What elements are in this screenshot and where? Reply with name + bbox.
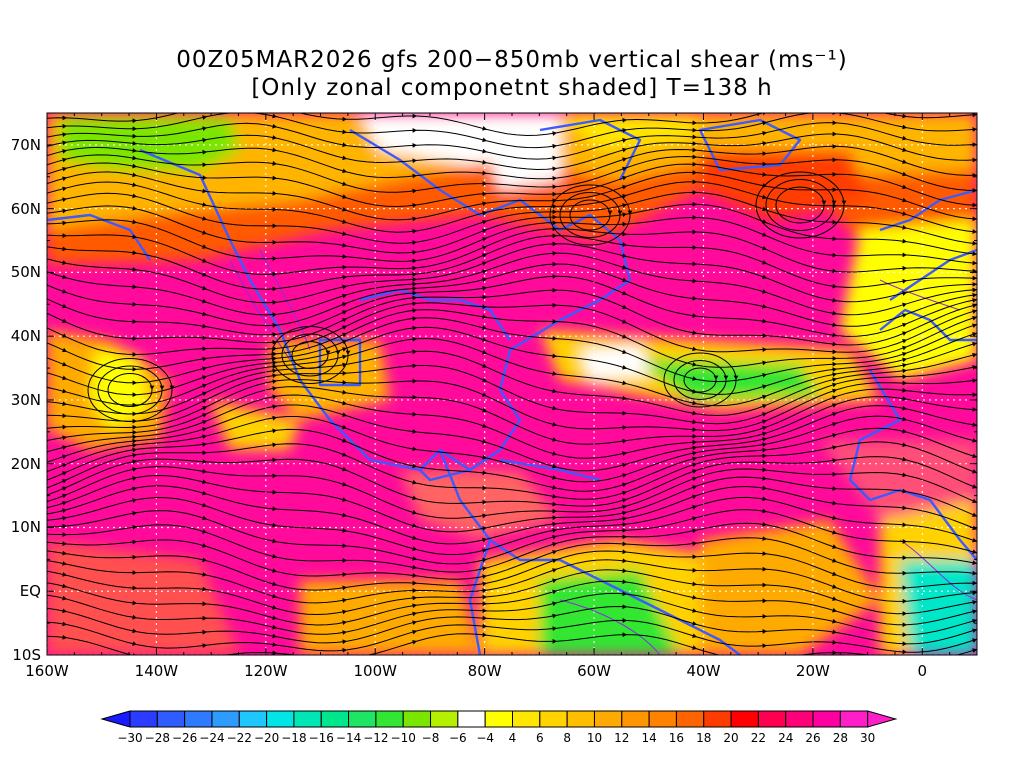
colorbar-swatch [757,710,787,728]
colorbar-label: 28 [833,731,848,745]
lat-label: 60N [10,199,41,218]
colorbar-max-arrow [867,710,898,728]
colorbar-label: 6 [536,731,544,745]
lat-label: 70N [10,135,41,154]
colorbar-swatch [430,710,459,728]
colorbar-swatch [730,710,759,728]
streamline-arrows [62,113,977,655]
colorbar-swatch [293,710,322,728]
lon-label: 140W [134,662,179,680]
lat-label: 10N [10,518,41,537]
colorbar-label: 18 [696,731,711,745]
colorbar-label: −6 [449,731,467,745]
colorbar-label: 22 [751,731,766,745]
colorbar-swatch [375,710,404,728]
colorbar-swatch [457,710,486,728]
lat-label: 10S [12,646,41,664]
colorbar-label: 24 [778,731,793,745]
streamlines [47,113,977,655]
coastlines [47,118,977,655]
colorbar-swatch [512,710,541,728]
map-title-line1: 00Z05MAR2026 gfs 200−850mb vertical shea… [176,47,848,73]
colorbar-label: −16 [309,731,334,745]
colorbar-label: −12 [363,731,388,745]
colorbar-label: 16 [669,731,684,745]
lat-label: 30N [10,390,41,409]
colorbar-svg: −30 −28 −26 −24 −22 −20 −18 −16 −14 −12 −10 −8 −6 −4 4… [100,710,898,745]
colorbar-label: −4 [476,731,494,745]
terrain-contours [229,249,977,655]
colorbar-swatch [484,710,513,728]
colorbar-label: −18 [281,731,306,745]
lon-label: 40W [686,662,721,680]
lon-label: 0 [917,662,928,680]
colorbar-swatch [703,710,732,728]
colorbar-label: −10 [391,731,416,745]
lat-label: 20N [10,454,41,473]
lon-label: 100W [353,662,397,680]
colorbar-swatch [320,710,350,728]
lon-label: 80W [467,662,502,680]
colorbar-label: 12 [614,731,629,745]
map-title-line2: [Only zonal componetnt shaded] T=138 h [251,75,773,101]
lat-label: EQ [19,582,41,601]
colorbar-label: −14 [336,731,361,745]
colorbar: −30 −28 −26 −24 −22 −20 −18 −16 −14 −12 −10 −8 −6 −4 4… [0,700,1024,768]
lon-label: 160W [25,662,69,680]
colorbar-label: 26 [805,731,820,745]
colorbar-swatch [621,710,650,728]
map-frame [46,112,978,656]
colorbar-label: 8 [563,731,571,745]
colorbar-swatch [156,710,186,728]
colorbar-label: 30 [860,731,875,745]
colorbar-label: −20 [254,731,279,745]
colorbar-swatch [184,710,213,728]
colorbar-swatch [648,710,677,728]
colorbar-swatch [539,710,568,728]
colorbar-min-arrow [100,710,131,728]
lon-label: 60W [577,662,611,680]
colorbar-label: 4 [509,731,517,745]
lon-label: 20W [795,662,830,680]
lat-label: 50N [10,263,41,282]
shaded-field [47,113,977,655]
colorbar-swatch [839,710,869,728]
colorbar-swatch [402,710,432,728]
colorbar-swatch [211,710,240,728]
colorbar-label: −22 [227,731,252,745]
lat-label: 40N [10,327,41,346]
colorbar-label: 10 [587,731,602,745]
colorbar-swatch [812,710,841,728]
colorbar-label: −24 [199,731,224,745]
colorbar-label: −8 [422,731,440,745]
map-area [46,112,978,656]
colorbar-swatch [785,710,814,728]
colorbar-swatch [238,710,268,728]
colorbar-swatch [129,710,158,728]
colorbar-swatch [348,710,377,728]
colorbar-label: −26 [172,731,197,745]
colorbar-label: −30 [117,731,142,745]
colorbar-label: 20 [723,731,738,745]
colorbar-label: 14 [641,731,656,745]
colorbar-swatch [675,710,705,728]
colorbar-label: −28 [145,731,170,745]
colorbar-swatch [593,710,623,728]
colorbar-swatch [266,710,295,728]
colorbar-swatch [566,710,595,728]
map-svg [46,112,978,656]
lon-label: 120W [244,662,288,680]
